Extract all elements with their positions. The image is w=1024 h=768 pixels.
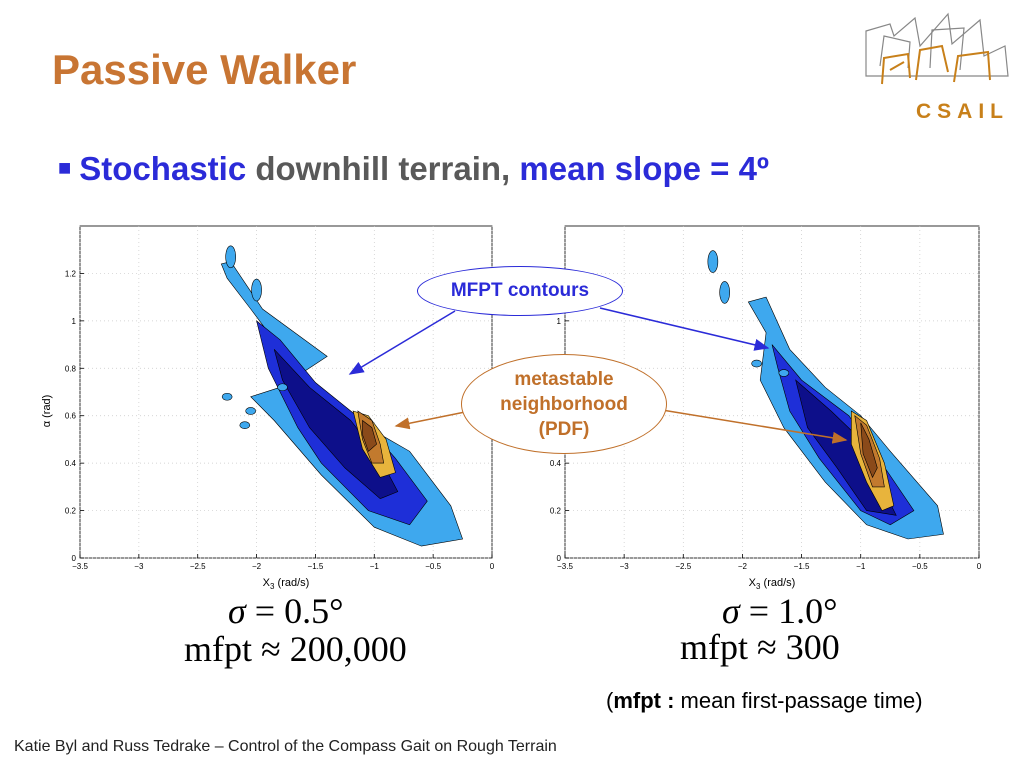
x-tick-label: −1 (370, 562, 380, 571)
x-tick-label: −2 (738, 562, 748, 571)
bullet-part1: Stochastic (79, 150, 247, 187)
note-definition: mean first-passage time) (674, 688, 923, 713)
right-sigma-value: = 1.0° (748, 591, 838, 631)
y-tick-label: 1.2 (65, 269, 77, 278)
left-mfpt-value: ≈ 200,000 (261, 629, 407, 669)
x-tick-label: −3 (620, 562, 630, 571)
right-sigma-symbol: σ (722, 591, 740, 631)
logo-text: CSAIL (916, 100, 1009, 123)
contour-island (245, 407, 256, 415)
footer-citation: Katie Byl and Russ Tedrake – Control of … (14, 738, 557, 755)
x-tick-label: −0.5 (425, 562, 441, 571)
bullet-part2: downhill terrain, (255, 150, 511, 187)
pdf-contour-level-5 (362, 419, 377, 452)
x-tick-label: −3.5 (72, 562, 88, 571)
y-tick-label: 0.2 (550, 507, 562, 516)
x-tick-label: −3 (134, 562, 144, 571)
y-tick-label: 0.6 (65, 412, 77, 421)
mfpt-contours-callout: MFPT contours (417, 266, 623, 316)
y-axis-label: α (rad) (41, 395, 53, 428)
x-tick-label: −1.5 (308, 562, 324, 571)
contour-island (221, 392, 233, 401)
right-mfpt-label: mfpt (680, 627, 748, 667)
bullet-marker-icon: ■ (58, 155, 72, 180)
x-axis-label: X3 (rad/s) (749, 577, 796, 590)
left-sigma-equation: σ = 0.5° (228, 590, 343, 632)
y-tick-label: 0 (72, 554, 77, 563)
contour-island (225, 245, 236, 269)
bullet-part3: mean slope = 4º (519, 150, 769, 187)
right-mfpt-value: ≈ 300 (757, 627, 840, 667)
metastable-line1: metastable (514, 368, 614, 390)
csail-logo: CSAIL (865, 12, 1009, 123)
x-tick-label: −3.5 (557, 562, 573, 571)
x-tick-label: 0 (977, 562, 982, 571)
left-mfpt-label: mfpt (184, 629, 252, 669)
mfpt-contour-level-2 (273, 349, 399, 500)
x-tick-label: −2 (252, 562, 262, 571)
y-tick-label: 0.8 (65, 364, 77, 373)
note-open-paren: ( (606, 688, 614, 713)
pdf-contour-level-5 (860, 422, 878, 479)
note-term: mfpt : (613, 688, 675, 713)
y-tick-label: 0.4 (65, 459, 77, 468)
left-sigma-value: = 0.5° (254, 591, 344, 631)
y-tick-label: 0 (557, 554, 562, 563)
x-tick-label: −2.5 (675, 562, 691, 571)
left-sigma-symbol: σ (228, 591, 246, 631)
contour-island (751, 359, 762, 368)
x-tick-label: −1.5 (794, 562, 810, 571)
left-mfpt-equation: mfpt ≈ 200,000 (184, 628, 407, 670)
left-contour-plot: −3.5 −3 −2.5 −2 −1.5 −1 −0.5 0 0 0.2 0.4 0.6 0.8 1 1.2… (41, 225, 495, 590)
x-tick-label: −1 (856, 562, 866, 571)
slide-title: Passive Walker (52, 46, 357, 93)
right-mfpt-equation: mfpt ≈ 300 (680, 626, 840, 668)
contour-island (719, 281, 730, 304)
y-tick-label: 0.4 (550, 459, 562, 468)
contour-island (778, 369, 790, 377)
contour-island (707, 250, 719, 273)
metastable-line3: (PDF) (538, 418, 590, 440)
x-axis-label: X3 (rad/s) (263, 577, 310, 590)
contour-island (251, 278, 262, 302)
y-tick-label: 1 (557, 317, 562, 326)
mfpt-definition-note: (mfpt : mean first-passage time) (606, 688, 923, 714)
x-tick-label: 0 (490, 562, 495, 571)
x-tick-label: −2.5 (190, 562, 206, 571)
metastable-line2: neighborhood (500, 393, 628, 415)
metastable-callout: metastable neighborhood (PDF) (461, 354, 667, 454)
contour-island (277, 383, 288, 392)
bullet-point: ■ Stochastic downhill terrain, mean slope… (58, 150, 769, 188)
x-tick-label: −0.5 (912, 562, 928, 571)
y-tick-label: 1 (72, 317, 77, 326)
contour-island (239, 421, 251, 429)
y-tick-label: 0.2 (65, 507, 77, 516)
right-sigma-equation: σ = 1.0° (722, 590, 837, 632)
